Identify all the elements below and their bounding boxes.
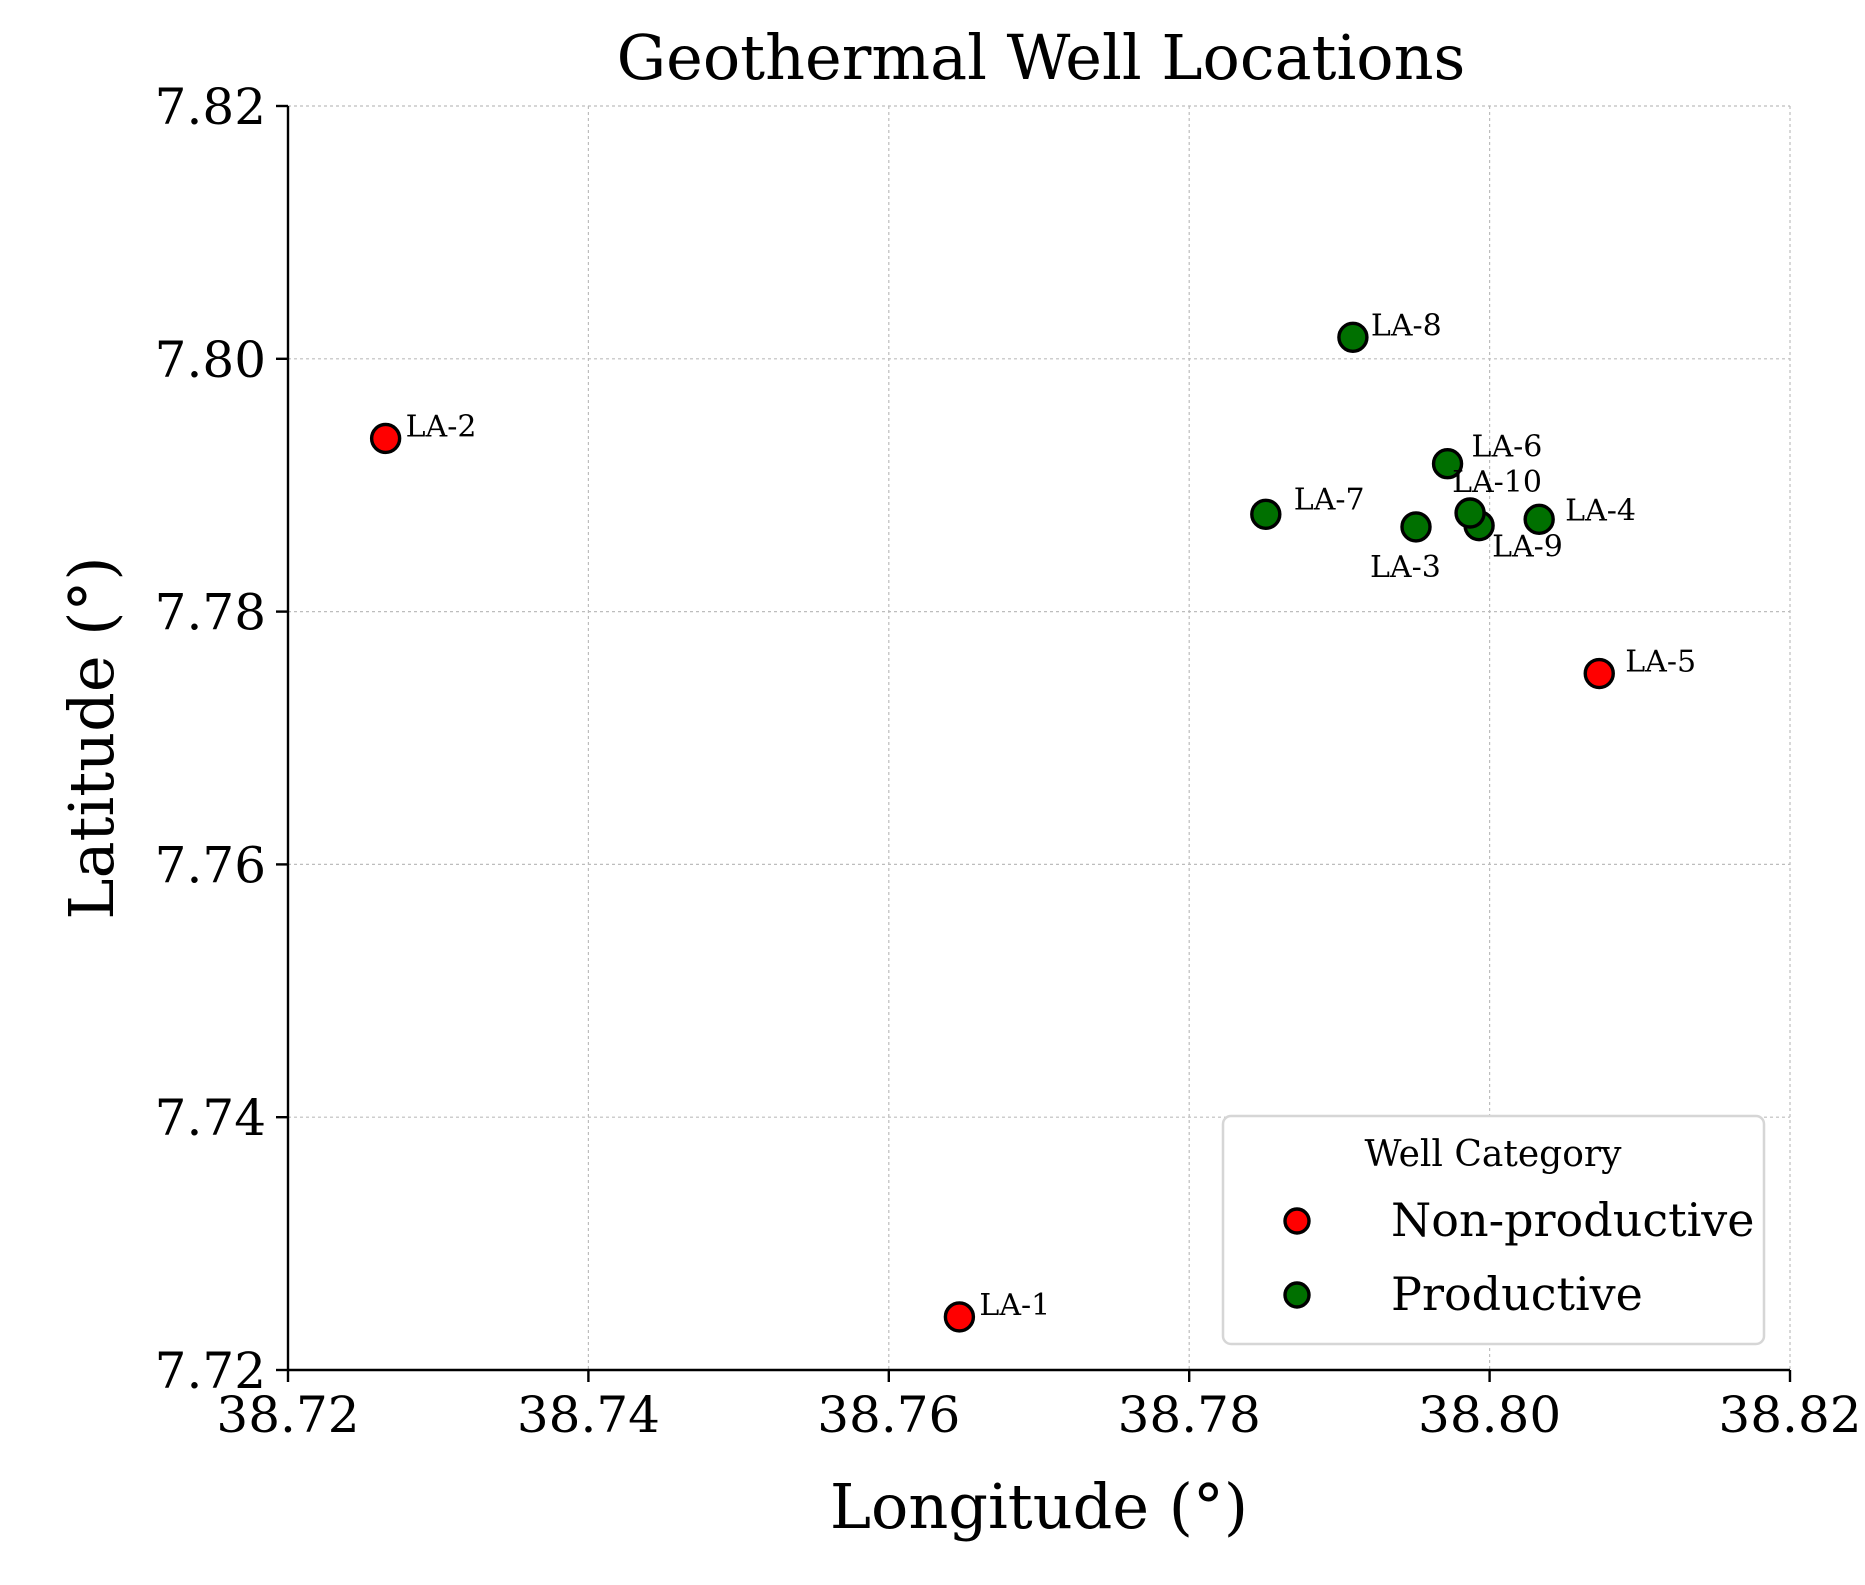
point-label-la-6: LA-6: [1472, 430, 1543, 465]
point-label-la-4: LA-4: [1565, 493, 1636, 528]
axis-ticks: 38.72 38.74 38.76 38.78 38.80 38.82 7.72 7.74 7.…: [155, 78, 1862, 1444]
legend-marker-non-productive: [1283, 1207, 1311, 1235]
legend: Well Category Non-productive Productive: [1221, 1114, 1766, 1346]
point-label-la-2: LA-2: [406, 409, 477, 444]
x-axis-label: Longitude (°): [830, 1470, 1248, 1543]
y-tick-label: 7.72: [155, 1342, 266, 1400]
point-la-3: [1400, 511, 1432, 543]
point-la-2: [369, 422, 402, 455]
legend-marker-productive: [1283, 1281, 1311, 1309]
point-label-la-7: LA-7: [1294, 482, 1365, 517]
x-tick-label: 38.72: [216, 1386, 359, 1444]
data-points: [369, 321, 1615, 1333]
y-axis-label: Latitude (°): [55, 556, 128, 919]
point-la-7: [1250, 498, 1282, 530]
x-tick-label: 38.76: [817, 1386, 960, 1444]
point-label-la-8: LA-8: [1371, 308, 1442, 343]
point-la-10: [1454, 497, 1486, 529]
point-label-la-5: LA-5: [1625, 645, 1696, 680]
x-tick-label: 38.80: [1418, 1386, 1561, 1444]
y-tick-label: 7.78: [155, 584, 266, 642]
legend-label-productive: Productive: [1391, 1267, 1643, 1321]
y-tick-label: 7.80: [155, 331, 266, 389]
x-tick-label: 38.74: [517, 1386, 660, 1444]
point-la-5: [1583, 657, 1615, 690]
y-tick-label: 7.82: [155, 78, 266, 136]
point-label-la-9: LA-9: [1492, 530, 1563, 565]
point-label-la-1: LA-1: [979, 1288, 1050, 1323]
legend-title: Well Category: [1365, 1134, 1623, 1175]
legend-label-non-productive: Non-productive: [1391, 1193, 1755, 1247]
x-tick-label: 38.82: [1718, 1386, 1861, 1444]
point-la-1: [943, 1301, 976, 1333]
point-la-6: [1431, 448, 1464, 480]
point-la-4: [1523, 503, 1555, 536]
y-tick-label: 7.76: [155, 836, 266, 894]
point-label-la-10: LA-10: [1452, 465, 1542, 500]
point-label-la-3: LA-3: [1370, 550, 1441, 585]
chart-title: Geothermal Well Locations: [617, 21, 1466, 94]
legend-box: [1221, 1114, 1766, 1346]
y-tick-label: 7.74: [155, 1089, 266, 1147]
x-tick-label: 38.78: [1118, 1386, 1261, 1444]
point-la-8: [1337, 321, 1369, 354]
point-labels: LA-1 LA-2 LA-5 LA-3 LA-4 LA-6 LA-7 LA-8 LA-9 LA-1…: [406, 308, 1696, 1323]
